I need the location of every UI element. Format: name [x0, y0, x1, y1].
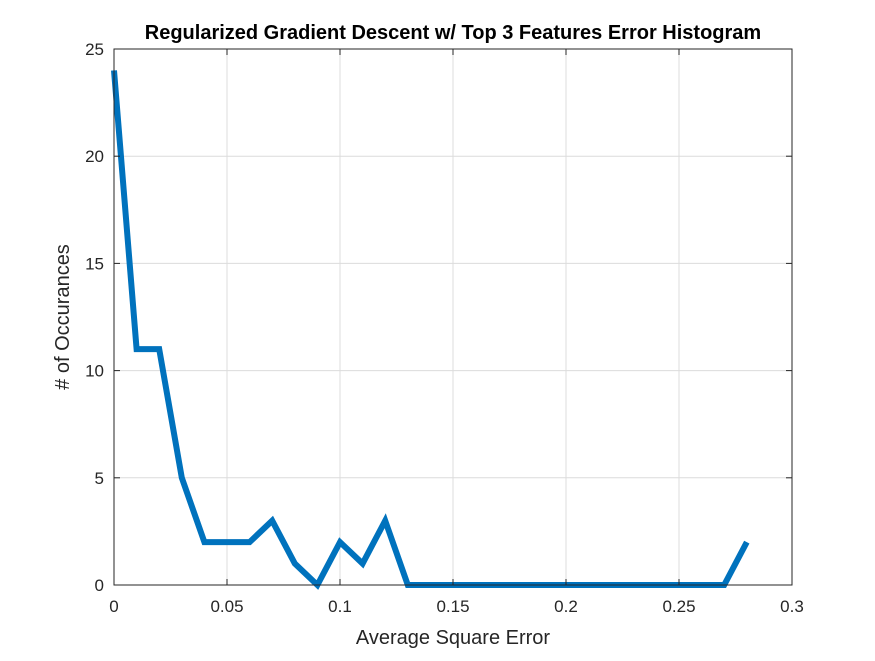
chart-title: Regularized Gradient Descent w/ Top 3 Fe…: [145, 22, 761, 44]
x-tick-label: 0.05: [210, 597, 243, 616]
y-tick-label: 0: [95, 576, 104, 595]
x-axis-label: Average Square Error: [356, 627, 551, 649]
y-tick-label: 10: [85, 362, 104, 381]
y-tick-label: 20: [85, 147, 104, 166]
y-tick-label: 25: [85, 40, 104, 59]
x-tick-label: 0.2: [554, 597, 578, 616]
y-tick-label: 15: [85, 254, 104, 273]
x-tick-label: 0.1: [328, 597, 352, 616]
x-tick-label: 0.3: [780, 597, 804, 616]
y-tick-label: 5: [95, 469, 104, 488]
x-tick-label: 0: [109, 597, 118, 616]
x-tick-label: 0.25: [662, 597, 695, 616]
x-tick-label: 0.15: [436, 597, 469, 616]
y-axis-label: # of Occurances: [52, 244, 74, 390]
